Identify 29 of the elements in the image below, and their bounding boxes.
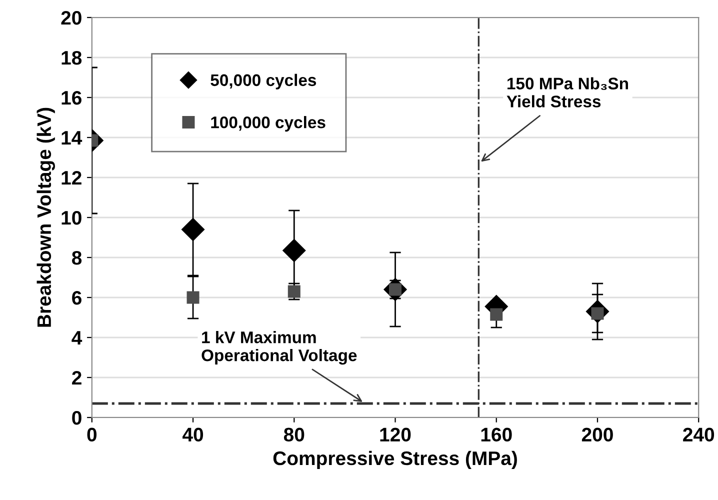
y-tick-label: 0 <box>72 410 82 425</box>
point <box>182 218 205 241</box>
point <box>288 285 300 298</box>
y-tick-label: 4 <box>72 331 82 345</box>
x-tick-label: 120 <box>380 428 411 442</box>
y-axis-title: Breakdown Voltage (kV) <box>36 108 55 327</box>
y-tick-label: 8 <box>72 250 82 265</box>
x-tick-label: 80 <box>284 428 304 442</box>
x-tick-label: 160 <box>481 428 512 442</box>
y-tick-label: 16 <box>62 90 82 105</box>
point <box>186 291 200 304</box>
x-axis-title: Compressive Stress (MPa) <box>273 450 517 470</box>
y-tick-label: 20 <box>61 10 82 25</box>
point <box>282 239 306 262</box>
y-tick-label: 12 <box>62 170 82 185</box>
y-tick-label: 14 <box>62 131 82 145</box>
point <box>490 308 503 321</box>
x-tick-label: 200 <box>582 428 613 442</box>
y-tick-label: 10 <box>62 210 82 225</box>
annotation: 1 kV Maximum Operational Voltage <box>202 331 357 365</box>
y-tick-label: 6 <box>72 290 82 305</box>
legend-label: 100,000 cycles <box>211 116 326 132</box>
y-tick-label: 2 <box>72 370 82 385</box>
y-tick-label: 18 <box>62 50 82 65</box>
x-tick-label: 0 <box>87 428 97 442</box>
x-tick-label: 40 <box>182 428 204 442</box>
annotation: 150 MPa Nb₃Sn Yield Stress <box>506 77 628 108</box>
x-tick-label: 240 <box>683 428 714 442</box>
legend-label: 50,000 cycles <box>210 74 316 90</box>
